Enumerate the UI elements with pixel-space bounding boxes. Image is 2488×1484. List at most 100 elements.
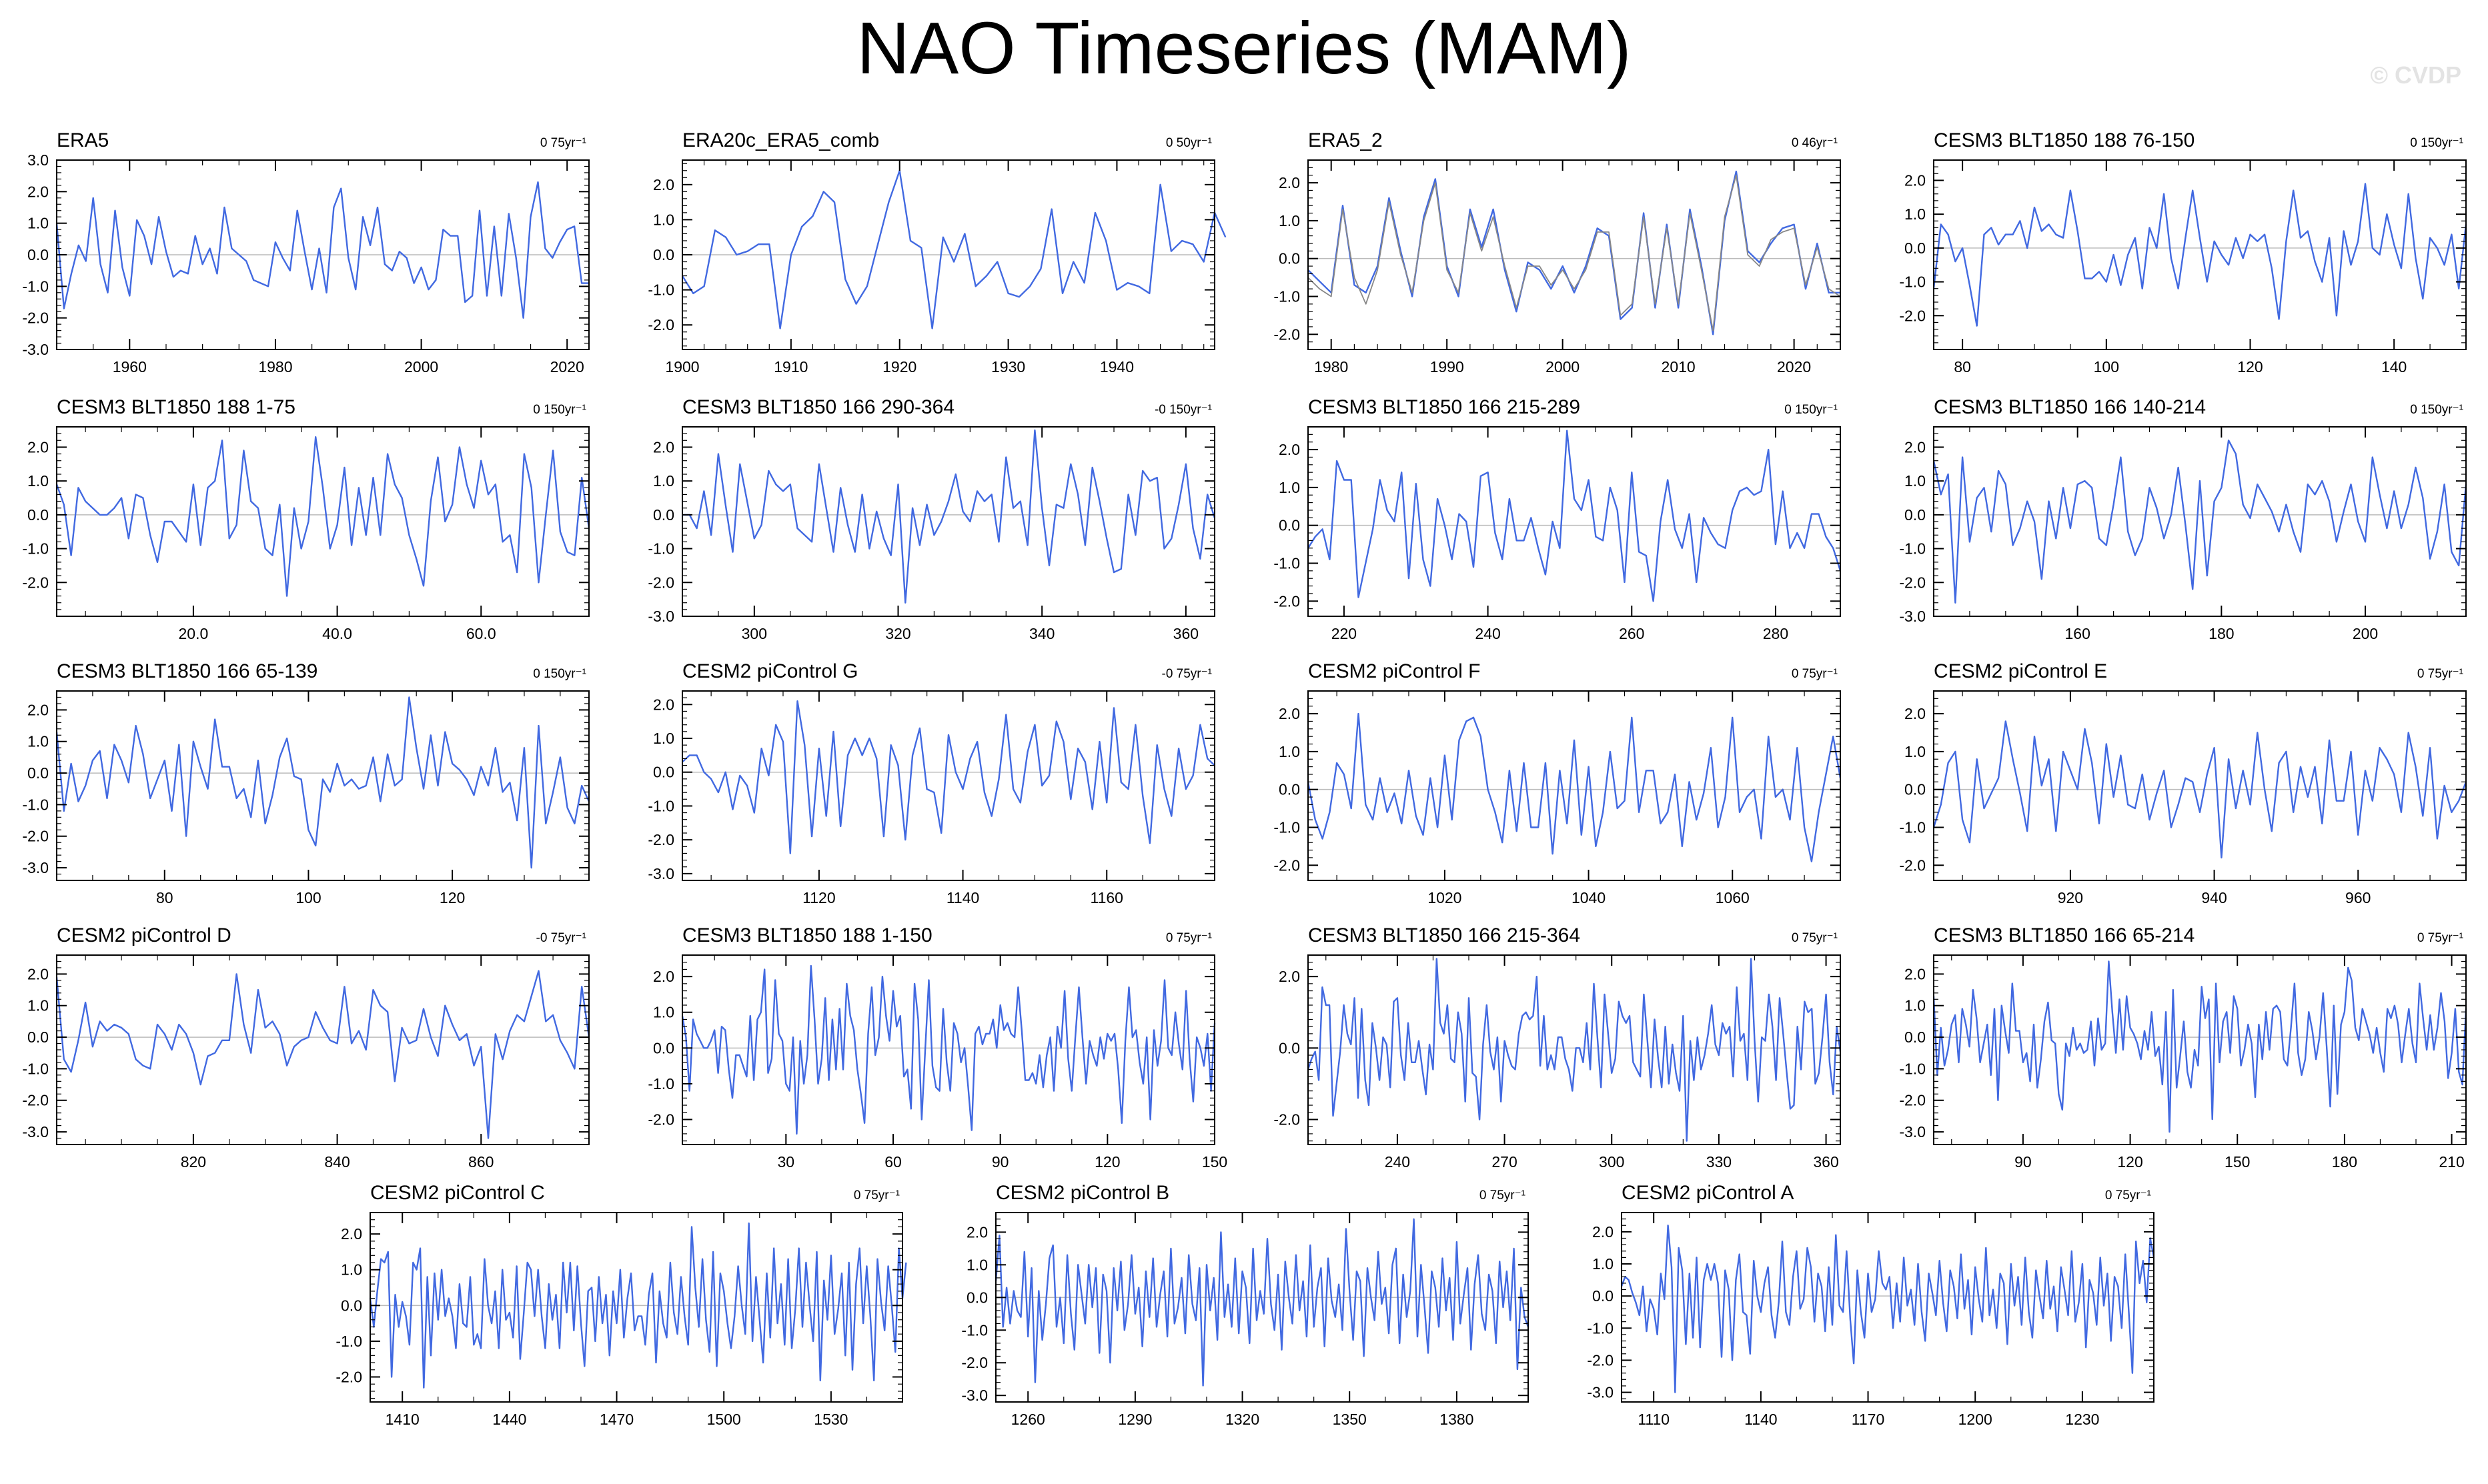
y-tick-label: 1.0 — [27, 472, 49, 490]
x-tick-label: 1980 — [258, 358, 292, 376]
x-tick-label: 1920 — [882, 358, 916, 376]
y-tick-label: 1.0 — [1592, 1255, 1614, 1273]
panel-1: ERA5 0 75yr⁻¹ 1960 1980 2000 2020 3.0 2.0 1.0 0.0… — [22, 129, 590, 376]
x-tick-label: 1260 — [1011, 1411, 1045, 1428]
series-line — [55, 181, 589, 319]
panel-19: CESM2 piControl A 0 75yr⁻¹ 1110 1140 1170 120… — [1587, 1182, 2155, 1428]
x-tick-label: 1120 — [802, 889, 835, 906]
trend-label: -0 75yr⁻¹ — [1162, 667, 1213, 681]
trend-label: -0 150yr⁻¹ — [1155, 403, 1212, 417]
x-tick-label: 80 — [1954, 358, 1971, 376]
panel-title: ERA5_2 — [1308, 129, 1383, 151]
panel-title: CESM2 piControl E — [1934, 660, 2107, 682]
y-tick-label: -2.0 — [1899, 574, 1926, 591]
x-tick-label: 120 — [1095, 1153, 1120, 1171]
y-tick-label: 2.0 — [27, 701, 49, 718]
series-line — [682, 429, 1216, 604]
y-tick-label: -1.0 — [961, 1321, 988, 1339]
x-tick-label: 240 — [1475, 625, 1500, 642]
plot-frame — [1933, 159, 2467, 350]
series-line — [1307, 430, 1842, 602]
x-tick-label: 100 — [2094, 358, 2119, 376]
x-tick-label: 1140 — [947, 889, 979, 906]
y-tick-label: -3.0 — [961, 1387, 988, 1404]
y-tick-label: -2.0 — [22, 574, 49, 591]
x-tick-label: 2020 — [550, 358, 584, 376]
y-tick-label: 2.0 — [1279, 705, 1300, 722]
series-line — [995, 1218, 1529, 1387]
y-tick-label: -2.0 — [1273, 325, 1300, 343]
y-tick-label: 1.0 — [653, 1004, 674, 1021]
y-tick-label: 0.0 — [1279, 517, 1300, 534]
y-tick-label: -1.0 — [648, 797, 674, 814]
y-tick-label: 0.0 — [653, 506, 674, 524]
x-tick-label: 100 — [295, 889, 321, 906]
y-tick-label: -2.0 — [1273, 592, 1300, 610]
panel-2: ERA20c_ERA5_comb 0 50yr⁻¹ 1900 1910 1920 1930… — [648, 129, 1227, 376]
series-line — [681, 169, 1227, 329]
y-tick-label: 0.0 — [341, 1297, 362, 1314]
x-tick-label: 1980 — [1314, 358, 1348, 376]
plot-frame — [370, 1212, 903, 1403]
x-tick-label: 1940 — [1100, 358, 1134, 376]
y-tick-label: 0.0 — [1904, 239, 1926, 257]
y-tick-label: -3.0 — [1899, 608, 1926, 625]
y-tick-label: 2.0 — [1592, 1223, 1614, 1241]
x-tick-label: 220 — [1331, 625, 1357, 642]
trend-label: 0 150yr⁻¹ — [2410, 136, 2463, 150]
x-tick-label: 1410 — [386, 1411, 420, 1428]
y-tick-label: 2.0 — [1904, 705, 1926, 722]
x-tick-label: 1320 — [1225, 1411, 1259, 1428]
x-tick-label: 1200 — [1958, 1411, 1992, 1428]
y-tick-label: 0.0 — [653, 1039, 674, 1056]
series-line — [1932, 720, 2467, 859]
y-tick-label: 0.0 — [653, 246, 674, 263]
panel-title: CESM3 BLT1850 166 65-139 — [57, 660, 318, 682]
x-tick-label: 960 — [2345, 889, 2371, 906]
y-tick-label: 1.0 — [1904, 205, 1926, 223]
y-tick-label: 2.0 — [1904, 438, 1926, 456]
x-tick-label: 120 — [2237, 358, 2263, 376]
x-tick-label: 1040 — [1572, 889, 1606, 906]
y-tick-label: -1.0 — [1273, 818, 1300, 836]
x-tick-label: 120 — [2117, 1153, 2142, 1171]
x-tick-label: 1500 — [707, 1411, 741, 1428]
panel-8: CESM3 BLT1850 166 140-214 0 150yr⁻¹ 160 180… — [1899, 396, 2467, 642]
y-tick-label: 0.0 — [653, 764, 674, 781]
trend-label: 0 46yr⁻¹ — [1792, 136, 1838, 150]
x-tick-label: 820 — [181, 1153, 206, 1171]
trend-label: 0 75yr⁻¹ — [854, 1189, 900, 1203]
y-tick-label: 1.0 — [1904, 743, 1926, 760]
x-tick-label: 1170 — [1852, 1411, 1884, 1428]
y-tick-label: -1.0 — [22, 1060, 49, 1077]
y-tick-label: -3.0 — [648, 865, 674, 882]
y-tick-label: 1.0 — [27, 997, 49, 1014]
x-tick-label: 1440 — [492, 1411, 526, 1428]
y-tick-label: -2.0 — [961, 1354, 988, 1371]
y-tick-label: -2.0 — [22, 309, 49, 327]
x-tick-label: 60.0 — [466, 625, 496, 642]
y-tick-label: 1.0 — [27, 733, 49, 750]
series-line — [369, 1222, 907, 1389]
y-tick-label: 1.0 — [653, 211, 674, 228]
plot-frame — [995, 1212, 1529, 1403]
series-line — [55, 436, 590, 597]
y-tick-label: 0.0 — [1904, 506, 1926, 524]
x-tick-label: 1910 — [774, 358, 808, 376]
y-tick-label: 0.0 — [27, 506, 49, 524]
panel-title: CESM2 piControl B — [996, 1182, 1169, 1204]
y-tick-label: 2.0 — [27, 965, 49, 982]
panel-3: ERA5_2 0 46yr⁻¹ 1980 1990 2000 2010 2020 2.0 1.0… — [1273, 129, 1841, 376]
trend-label: -0 75yr⁻¹ — [536, 931, 587, 945]
y-tick-label: 0.0 — [1904, 781, 1926, 798]
panel-title: ERA20c_ERA5_comb — [682, 129, 879, 151]
panel-4: CESM3 BLT1850 188 76-150 0 150yr⁻¹ 80 100 12… — [1899, 129, 2467, 376]
x-tick-label: 320 — [885, 625, 910, 642]
panel-10: CESM2 piControl G -0 75yr⁻¹ 1120 1140 1160 2.… — [648, 660, 1215, 906]
x-tick-label: 1350 — [1333, 1411, 1367, 1428]
plot-frame — [56, 426, 590, 617]
trend-label: 0 75yr⁻¹ — [540, 136, 586, 150]
x-tick-label: 180 — [2332, 1153, 2357, 1171]
panel-13: CESM2 piControl D -0 75yr⁻¹ 820 840 860 2.0 1.… — [22, 924, 590, 1171]
y-tick-label: 2.0 — [1279, 174, 1300, 191]
